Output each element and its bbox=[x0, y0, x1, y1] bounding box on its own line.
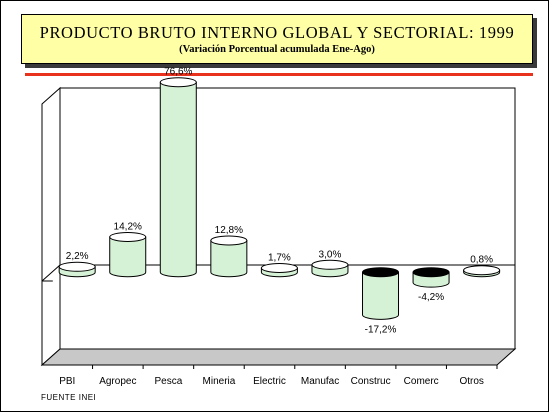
bar-agropec bbox=[109, 236, 147, 278]
floor bbox=[40, 348, 517, 366]
bar-top-pbi bbox=[58, 261, 96, 272]
bar-top-comerc bbox=[412, 267, 450, 278]
bar-top-manufac bbox=[311, 259, 349, 270]
category-label: Pesca bbox=[154, 376, 182, 387]
source-note: FUENTE INEI bbox=[41, 393, 97, 402]
chart-subtitle: (Variación Porcentual acumulada Ene-Ago) bbox=[179, 44, 375, 55]
back-wall bbox=[59, 87, 516, 350]
data-label: -17,2% bbox=[365, 324, 397, 335]
category-label: Mineria bbox=[203, 376, 236, 387]
bar-top-construc bbox=[362, 267, 400, 278]
data-label: -4,2% bbox=[418, 292, 444, 303]
category-label: Otros bbox=[459, 376, 483, 387]
data-label: 2,2% bbox=[66, 251, 89, 262]
side-wall bbox=[41, 86, 61, 367]
zero-line-side bbox=[41, 264, 61, 282]
bar-mineria bbox=[210, 239, 248, 278]
bar-pesca bbox=[159, 81, 197, 278]
data-label: 12,8% bbox=[215, 225, 243, 236]
category-label: Electric bbox=[253, 376, 286, 387]
bar-construc bbox=[362, 271, 400, 320]
data-label: 3,0% bbox=[319, 249, 342, 260]
data-label: 1,7% bbox=[268, 252, 291, 263]
bar-top-agropec bbox=[109, 231, 147, 242]
chart-title: PRODUCTO BRUTO INTERNO GLOBAL Y SECTORIA… bbox=[39, 23, 515, 42]
category-label: Construc bbox=[351, 376, 391, 387]
category-label: Agropec bbox=[99, 376, 136, 387]
bar-top-otros bbox=[463, 265, 501, 276]
category-label: PBI bbox=[59, 376, 75, 387]
bar-top-electric bbox=[260, 262, 298, 273]
bar-top-pesca bbox=[159, 77, 197, 88]
data-label: 0,8% bbox=[470, 255, 493, 266]
data-label: 14,2% bbox=[114, 221, 142, 232]
bar-top-mineria bbox=[210, 235, 248, 246]
title-box: PRODUCTO BRUTO INTERNO GLOBAL Y SECTORIA… bbox=[21, 14, 533, 64]
red-divider bbox=[25, 73, 533, 76]
data-label: 76,6% bbox=[164, 67, 192, 78]
category-label: Comerc bbox=[404, 376, 439, 387]
category-label: Manufac bbox=[301, 376, 339, 387]
